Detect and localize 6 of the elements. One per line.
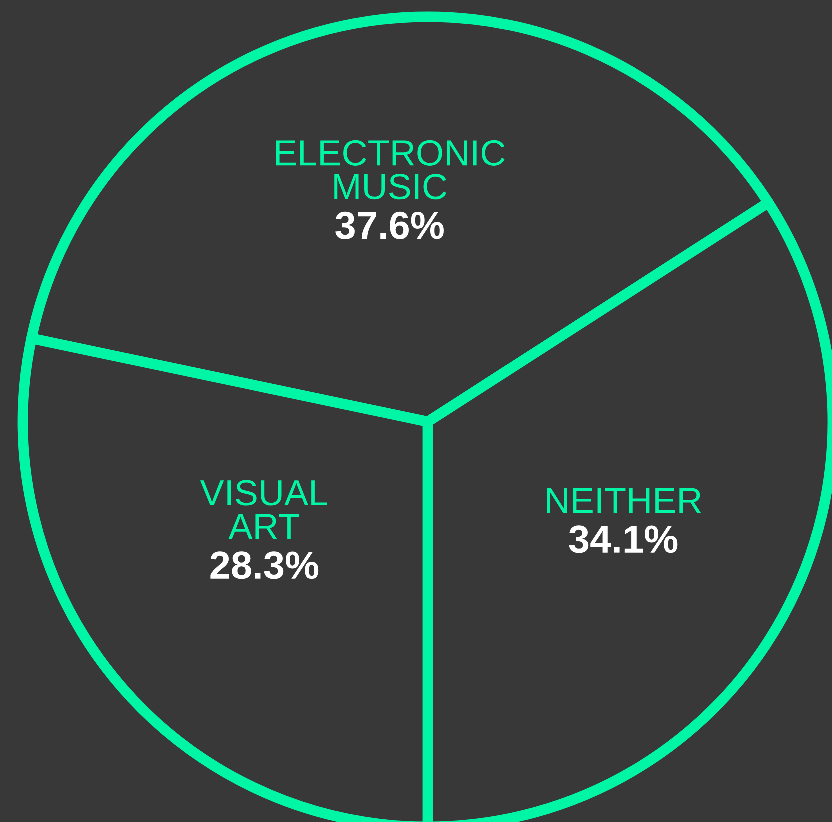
data-label: 28.3%: [210, 552, 319, 580]
data-label: 34.1%: [569, 526, 678, 554]
slice-label: NEITHER: [547, 488, 702, 514]
data-label: 37.6%: [336, 212, 444, 240]
slice-label: VISUAL ART: [200, 480, 328, 540]
slice-label: ELECTRONIC MUSIC: [276, 140, 505, 200]
